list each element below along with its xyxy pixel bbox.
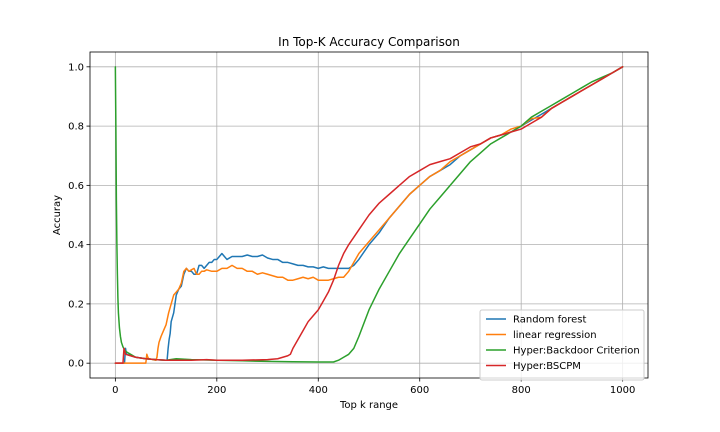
x-tick-label: 200	[207, 385, 226, 396]
x-axis-label: Top k range	[339, 400, 398, 411]
y-tick-label: 0.4	[68, 240, 84, 251]
y-tick-label: 0.8	[68, 122, 84, 133]
series-lines	[114, 66, 624, 364]
axes-frame	[89, 51, 649, 379]
x-tick-label: 800	[512, 385, 531, 396]
series-line-3	[114, 66, 624, 364]
series-line-2	[114, 66, 624, 363]
legend-items: Random forest linear regression Hyper:Back…	[486, 315, 640, 372]
chart-title: In Top-K Accuracy Comparison	[278, 35, 460, 49]
legend-label: Hyper:Backdoor Criterion	[513, 346, 640, 357]
y-tick-label: 0.6	[68, 181, 84, 192]
y-tick-label: 1.0	[68, 62, 84, 73]
ticks: 0 200 400 600 800 1000 0.0 0.2 0.4 0.6 0.8 1.0	[68, 62, 635, 396]
legend-label: linear regression	[513, 330, 597, 341]
y-tick-label: 0.0	[68, 359, 84, 370]
x-tick-label: 1000	[610, 385, 635, 396]
legend-label: Hyper:BSCPM	[513, 361, 581, 372]
legend: Random forest linear regression Hyper:Back…	[479, 309, 645, 381]
legend-box	[479, 309, 645, 381]
y-axis-label: Accuray	[52, 195, 63, 235]
x-tick-label: 600	[410, 385, 429, 396]
legend-label: Random forest	[513, 315, 586, 326]
x-tick-label: 0	[112, 385, 118, 396]
x-tick-label: 400	[309, 385, 328, 396]
y-tick-label: 0.2	[68, 299, 84, 310]
